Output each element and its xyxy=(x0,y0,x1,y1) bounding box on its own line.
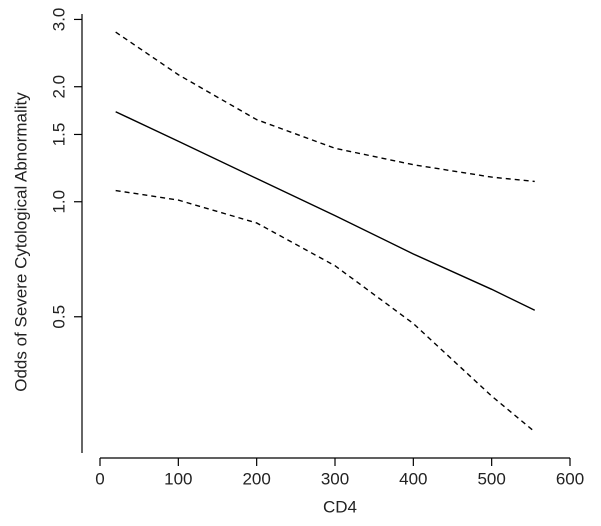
x-tick-label: 400 xyxy=(399,469,427,488)
x-tick-label: 300 xyxy=(321,469,349,488)
x-tick-label: 200 xyxy=(242,469,270,488)
y-tick-label: 2.0 xyxy=(49,75,68,99)
y-axis-label: Odds of Severe Cytological Abnormality xyxy=(11,92,30,392)
x-axis-label: CD4 xyxy=(323,497,357,516)
x-tick-label: 600 xyxy=(556,469,584,488)
x-tick-label: 100 xyxy=(164,469,192,488)
y-tick-label: 0.5 xyxy=(49,305,68,329)
x-tick-label: 500 xyxy=(477,469,505,488)
x-tick-label: 0 xyxy=(95,469,104,488)
y-tick-label: 1.0 xyxy=(49,190,68,214)
series-line xyxy=(115,189,536,433)
y-tick-label: 3.0 xyxy=(49,8,68,32)
series-line xyxy=(115,31,535,183)
y-tick-label: 1.5 xyxy=(49,123,68,147)
series-line xyxy=(115,111,536,311)
